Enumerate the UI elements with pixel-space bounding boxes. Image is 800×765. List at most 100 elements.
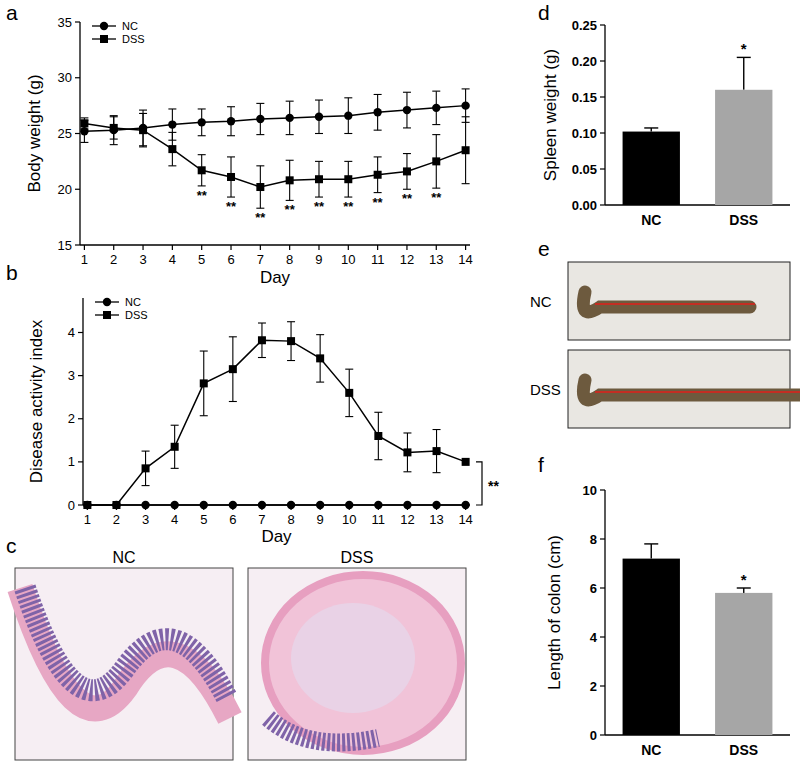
x-tick (201, 245, 202, 250)
x-tick-label: 9 (315, 252, 322, 267)
error-bar (198, 109, 206, 136)
legend-label: NC (122, 20, 138, 32)
x-tick-label: 1 (84, 512, 91, 527)
y-tick-label: 2 (590, 679, 597, 694)
x-tick-label: DSS (729, 742, 758, 758)
data-point (345, 501, 353, 509)
x-tick-label: 11 (371, 252, 385, 267)
data-point (432, 157, 440, 165)
data-point (258, 501, 266, 509)
data-point (432, 501, 440, 509)
data-point (80, 119, 88, 127)
x-tick-label: 9 (317, 512, 324, 527)
y-tick (600, 168, 605, 169)
legend-label: NC (125, 296, 141, 308)
x-axis-label: Day (261, 527, 292, 546)
y-tick-label: 0.25 (572, 18, 597, 33)
x-tick-label: 1 (81, 252, 88, 267)
data-point (112, 501, 120, 509)
y-tick (600, 24, 605, 25)
y-tick-label: 0.10 (572, 126, 597, 141)
x-tick-label: 5 (200, 512, 207, 527)
error-bar (171, 425, 179, 468)
y-tick (600, 636, 605, 637)
x-tick-label: 3 (142, 512, 149, 527)
x-tick (230, 245, 231, 250)
error-bar (256, 166, 264, 208)
significance: ** (402, 191, 413, 206)
y-tick (600, 489, 605, 490)
data-point (139, 126, 147, 134)
x-tick-label: DSS (729, 212, 758, 228)
x-tick-label: NC (641, 212, 661, 228)
y-axis-label: Spleen weight (g) (541, 49, 560, 181)
data-point (461, 501, 469, 509)
error-bar (200, 351, 208, 416)
data-point (432, 104, 440, 112)
plot-area (80, 89, 470, 208)
y-tick-label: 2 (68, 411, 75, 426)
error-bar (374, 157, 382, 193)
x-tick-label: 7 (257, 252, 264, 267)
data-point (344, 175, 352, 183)
data-point (227, 173, 235, 181)
error-bar (737, 588, 751, 593)
data-point (258, 336, 266, 344)
panel-label: f (538, 453, 544, 476)
y-tick (600, 685, 605, 686)
x-tick-label: 4 (171, 512, 178, 527)
y-tick-label: 25 (58, 126, 72, 141)
x-tick-label: 5 (198, 252, 205, 267)
data-point (83, 501, 91, 509)
legend: NCDSS (95, 296, 148, 321)
data-point (345, 389, 353, 397)
significance: ** (197, 188, 208, 203)
image-label: DSS (341, 549, 374, 566)
data-point (142, 464, 150, 472)
y-tick (75, 244, 80, 245)
colon-image (568, 350, 800, 428)
y-axis (604, 25, 605, 205)
y-axis-label: Body weight (g) (25, 74, 44, 192)
x-tick-label: 11 (372, 512, 386, 527)
y-tick-label: 0 (68, 498, 75, 513)
y-axis (604, 490, 605, 735)
error-bar (462, 117, 470, 184)
bracket (476, 462, 482, 505)
data-point (403, 106, 411, 114)
data-point (462, 458, 470, 466)
line-chart: a1520253035Body weight (g)12345678910111… (6, 1, 473, 287)
error-bar (110, 116, 118, 145)
y-tick (600, 587, 605, 588)
y-tick-label: 0.15 (572, 90, 597, 105)
x-tick (406, 245, 407, 250)
data-point (315, 175, 323, 183)
error-bar (142, 451, 150, 486)
data-point (374, 171, 382, 179)
data-point (200, 501, 208, 509)
data-point (433, 447, 441, 455)
error-bar (80, 118, 88, 129)
y-tick (75, 133, 80, 134)
error-bar (374, 94, 382, 130)
colon-image (568, 262, 790, 340)
x-tick-label: 8 (287, 512, 294, 527)
x-tick (348, 245, 349, 250)
image-label: NC (530, 293, 552, 310)
error-bar (344, 161, 352, 197)
panel-label: e (538, 237, 550, 260)
x-tick-label: 13 (429, 512, 443, 527)
data-point (256, 183, 264, 191)
significance: ** (285, 202, 296, 217)
x-tick (289, 245, 290, 250)
data-point (316, 501, 324, 509)
error-bar (287, 322, 295, 361)
data-point (229, 365, 237, 373)
error-bar (403, 154, 411, 190)
error-bar (432, 91, 440, 124)
x-tick-label: 6 (229, 512, 236, 527)
legend-marker (103, 298, 111, 306)
bar (715, 90, 772, 205)
x-tick (377, 245, 378, 250)
data-point (200, 379, 208, 387)
